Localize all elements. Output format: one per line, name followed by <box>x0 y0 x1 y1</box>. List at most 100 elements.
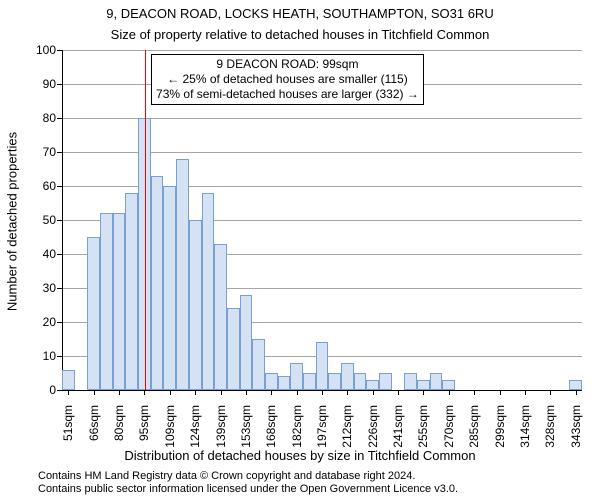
x-tick-label: 270sqm <box>442 405 456 455</box>
histogram-bar <box>328 373 341 390</box>
histogram-bar <box>176 159 189 390</box>
y-axis-line <box>62 50 63 390</box>
histogram-bar <box>62 370 75 390</box>
y-tick-label: 20 <box>28 315 56 329</box>
histogram-bar <box>341 363 354 390</box>
annotation-line: 73% of semi-detached houses are larger (… <box>156 87 419 102</box>
histogram-bar <box>442 380 455 390</box>
histogram-bar <box>303 373 316 390</box>
x-tick-label: 255sqm <box>416 405 430 455</box>
histogram-bar <box>265 373 278 390</box>
title-subtitle: Size of property relative to detached ho… <box>0 27 600 42</box>
histogram-bar <box>316 342 329 390</box>
x-tick-mark <box>550 390 551 395</box>
x-tick-label: 109sqm <box>163 405 177 455</box>
x-tick-mark <box>474 390 475 395</box>
histogram-bar <box>278 376 291 390</box>
x-tick-label: 80sqm <box>112 405 126 455</box>
y-tick-mark <box>57 220 62 221</box>
histogram-bar <box>202 193 215 390</box>
x-tick-label: 124sqm <box>188 405 202 455</box>
histogram-bar <box>252 339 265 390</box>
y-tick-mark <box>57 186 62 187</box>
x-tick-mark <box>398 390 399 395</box>
y-tick-label: 30 <box>28 281 56 295</box>
x-tick-mark <box>297 390 298 395</box>
y-axis-label: Number of detached properties <box>5 51 20 391</box>
x-tick-mark <box>246 390 247 395</box>
histogram-bar <box>417 380 430 390</box>
x-tick-mark <box>144 390 145 395</box>
histogram-bar <box>189 220 202 390</box>
y-tick-label: 90 <box>28 77 56 91</box>
x-tick-mark <box>68 390 69 395</box>
x-tick-mark <box>525 390 526 395</box>
annotation-line: 9 DEACON ROAD: 99sqm <box>156 57 419 72</box>
reference-line <box>145 50 146 390</box>
histogram-bar <box>125 193 138 390</box>
histogram-bar <box>379 373 392 390</box>
x-tick-mark <box>170 390 171 395</box>
annotation-line: ← 25% of detached houses are smaller (11… <box>156 72 419 87</box>
x-tick-label: 168sqm <box>264 405 278 455</box>
y-tick-mark <box>57 254 62 255</box>
histogram-bar <box>404 373 417 390</box>
y-tick-mark <box>57 84 62 85</box>
y-tick-label: 50 <box>28 213 56 227</box>
x-tick-label: 343sqm <box>569 405 583 455</box>
histogram-bar <box>354 373 367 390</box>
x-tick-mark <box>94 390 95 395</box>
footer-line2: Contains public sector information licen… <box>38 483 458 497</box>
x-tick-label: 139sqm <box>214 405 228 455</box>
y-tick-mark <box>57 118 62 119</box>
x-tick-label: 182sqm <box>290 405 304 455</box>
x-tick-label: 226sqm <box>366 405 380 455</box>
histogram-bar <box>569 380 582 390</box>
x-tick-mark <box>500 390 501 395</box>
histogram-bar <box>366 380 379 390</box>
histogram-bar <box>214 244 227 390</box>
x-tick-mark <box>119 390 120 395</box>
histogram-bar <box>151 176 164 390</box>
x-tick-mark <box>271 390 272 395</box>
y-tick-mark <box>57 50 62 51</box>
x-tick-label: 314sqm <box>518 405 532 455</box>
histogram-bar <box>227 308 240 390</box>
x-tick-mark <box>221 390 222 395</box>
x-tick-mark <box>449 390 450 395</box>
x-tick-label: 328sqm <box>543 405 557 455</box>
y-tick-label: 0 <box>28 383 56 397</box>
title-address: 9, DEACON ROAD, LOCKS HEATH, SOUTHAMPTON… <box>0 6 600 21</box>
y-tick-mark <box>57 288 62 289</box>
y-tick-label: 80 <box>28 111 56 125</box>
x-tick-label: 241sqm <box>391 405 405 455</box>
x-tick-label: 153sqm <box>239 405 253 455</box>
footer-attribution: Contains HM Land Registry data © Crown c… <box>38 470 458 498</box>
y-tick-mark <box>57 356 62 357</box>
gridline <box>62 50 582 51</box>
y-tick-mark <box>57 152 62 153</box>
x-tick-label: 299sqm <box>493 405 507 455</box>
histogram-bar <box>163 186 176 390</box>
y-tick-label: 60 <box>28 179 56 193</box>
x-tick-label: 197sqm <box>315 405 329 455</box>
reference-annotation: 9 DEACON ROAD: 99sqm← 25% of detached ho… <box>151 54 424 105</box>
histogram-bar <box>87 237 100 390</box>
histogram-bar <box>290 363 303 390</box>
x-tick-mark <box>373 390 374 395</box>
x-tick-mark <box>195 390 196 395</box>
x-tick-label: 66sqm <box>87 405 101 455</box>
histogram-bar <box>100 213 113 390</box>
x-tick-mark <box>322 390 323 395</box>
histogram-bar <box>113 213 126 390</box>
x-tick-label: 285sqm <box>467 405 481 455</box>
x-tick-mark <box>576 390 577 395</box>
y-tick-mark <box>57 322 62 323</box>
histogram-bar <box>240 295 253 390</box>
histogram-bar <box>430 373 443 390</box>
x-tick-mark <box>347 390 348 395</box>
x-tick-label: 212sqm <box>340 405 354 455</box>
y-tick-mark <box>57 390 62 391</box>
y-tick-label: 40 <box>28 247 56 261</box>
x-tick-mark <box>423 390 424 395</box>
